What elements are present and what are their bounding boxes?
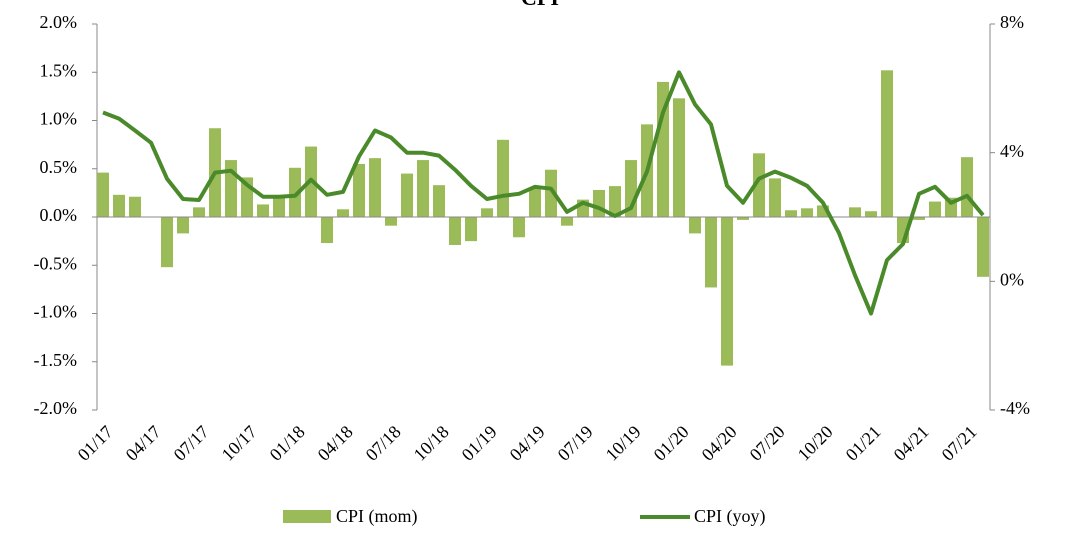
- x-tick-label: 01/21: [842, 422, 885, 465]
- bar: [673, 98, 685, 217]
- bar: [545, 169, 557, 217]
- legend-label: CPI (yoy): [694, 506, 766, 527]
- bar: [737, 217, 749, 220]
- y-tick-label: -1.0%: [34, 302, 78, 322]
- x-tick-label: 04/18: [314, 422, 357, 465]
- x-tick-label: 04/17: [122, 422, 165, 465]
- x-tick-label: 07/18: [362, 422, 405, 465]
- bar: [721, 217, 733, 366]
- bar: [321, 217, 333, 244]
- bar: [705, 217, 717, 288]
- bar: [753, 153, 765, 217]
- x-tick-label: 10/19: [602, 422, 645, 465]
- bar: [849, 207, 861, 217]
- x-tick-label: 07/17: [170, 422, 213, 465]
- bar: [449, 217, 461, 245]
- y2-tick-label: -4%: [1000, 398, 1030, 418]
- bar: [513, 217, 525, 238]
- x-tick-label: 04/19: [506, 422, 549, 465]
- x-tick-label: 10/17: [218, 422, 261, 465]
- y-tick-label: 0.5%: [40, 157, 78, 177]
- y2-tick-label: 0%: [1000, 269, 1024, 289]
- x-tick-label: 01/20: [650, 422, 693, 465]
- bar: [657, 81, 669, 218]
- y-tick-label: -2.0%: [34, 398, 78, 418]
- bar: [193, 207, 205, 217]
- y-tick-label: 2.0%: [40, 12, 78, 32]
- bar: [561, 217, 573, 226]
- x-tick-label: 07/21: [938, 422, 981, 465]
- bar: [529, 188, 541, 217]
- y2-tick-label: 8%: [1000, 12, 1024, 32]
- line: [102, 70, 985, 316]
- x-tick-label: 10/20: [794, 422, 837, 465]
- bar: [769, 178, 781, 217]
- bar: [129, 196, 141, 217]
- bar: [161, 217, 173, 268]
- x-tick-label: 10/18: [410, 422, 453, 465]
- bar: [497, 139, 509, 217]
- bar: [273, 197, 285, 217]
- bar: [337, 209, 349, 217]
- bar: [977, 217, 989, 277]
- x-tick-label: 04/20: [698, 422, 741, 465]
- bar: [177, 217, 189, 234]
- bar: [113, 194, 125, 217]
- bar: [225, 160, 237, 217]
- x-tick-label: 01/18: [266, 422, 309, 465]
- bar: [289, 167, 301, 217]
- bar: [881, 70, 893, 217]
- bar: [593, 189, 605, 217]
- bar: [353, 163, 365, 217]
- y-tick-label: 1.0%: [40, 109, 78, 129]
- bar: [961, 157, 973, 217]
- bar: [97, 172, 109, 217]
- bar: [385, 217, 397, 226]
- bar: [785, 210, 797, 217]
- y-tick-label: 0.0%: [40, 205, 78, 225]
- bar: [257, 204, 269, 217]
- bar: [865, 211, 877, 217]
- x-tick-label: 01/17: [74, 422, 117, 465]
- y-tick-label: -1.5%: [34, 350, 78, 370]
- bar: [433, 185, 445, 217]
- bar: [929, 201, 941, 217]
- bar: [481, 208, 493, 217]
- bar: [369, 158, 381, 217]
- legend-swatch: [283, 510, 331, 523]
- x-tick-label: 04/21: [890, 422, 933, 465]
- x-tick-label: 01/19: [458, 422, 501, 465]
- x-tick-label: 07/19: [554, 422, 597, 465]
- bar: [417, 160, 429, 217]
- bar: [801, 208, 813, 217]
- y-tick-label: 1.5%: [40, 60, 78, 80]
- bar: [817, 205, 829, 217]
- bar: [465, 217, 477, 242]
- x-tick-label: 07/20: [746, 422, 789, 465]
- legend-label: CPI (mom): [336, 506, 418, 527]
- y2-tick-label: 4%: [1000, 141, 1024, 161]
- y-tick-label: -0.5%: [34, 253, 78, 273]
- bar: [689, 217, 701, 234]
- bar: [609, 186, 621, 217]
- bar: [401, 173, 413, 217]
- chart-title: CPI: [521, 0, 559, 10]
- bar: [913, 217, 925, 220]
